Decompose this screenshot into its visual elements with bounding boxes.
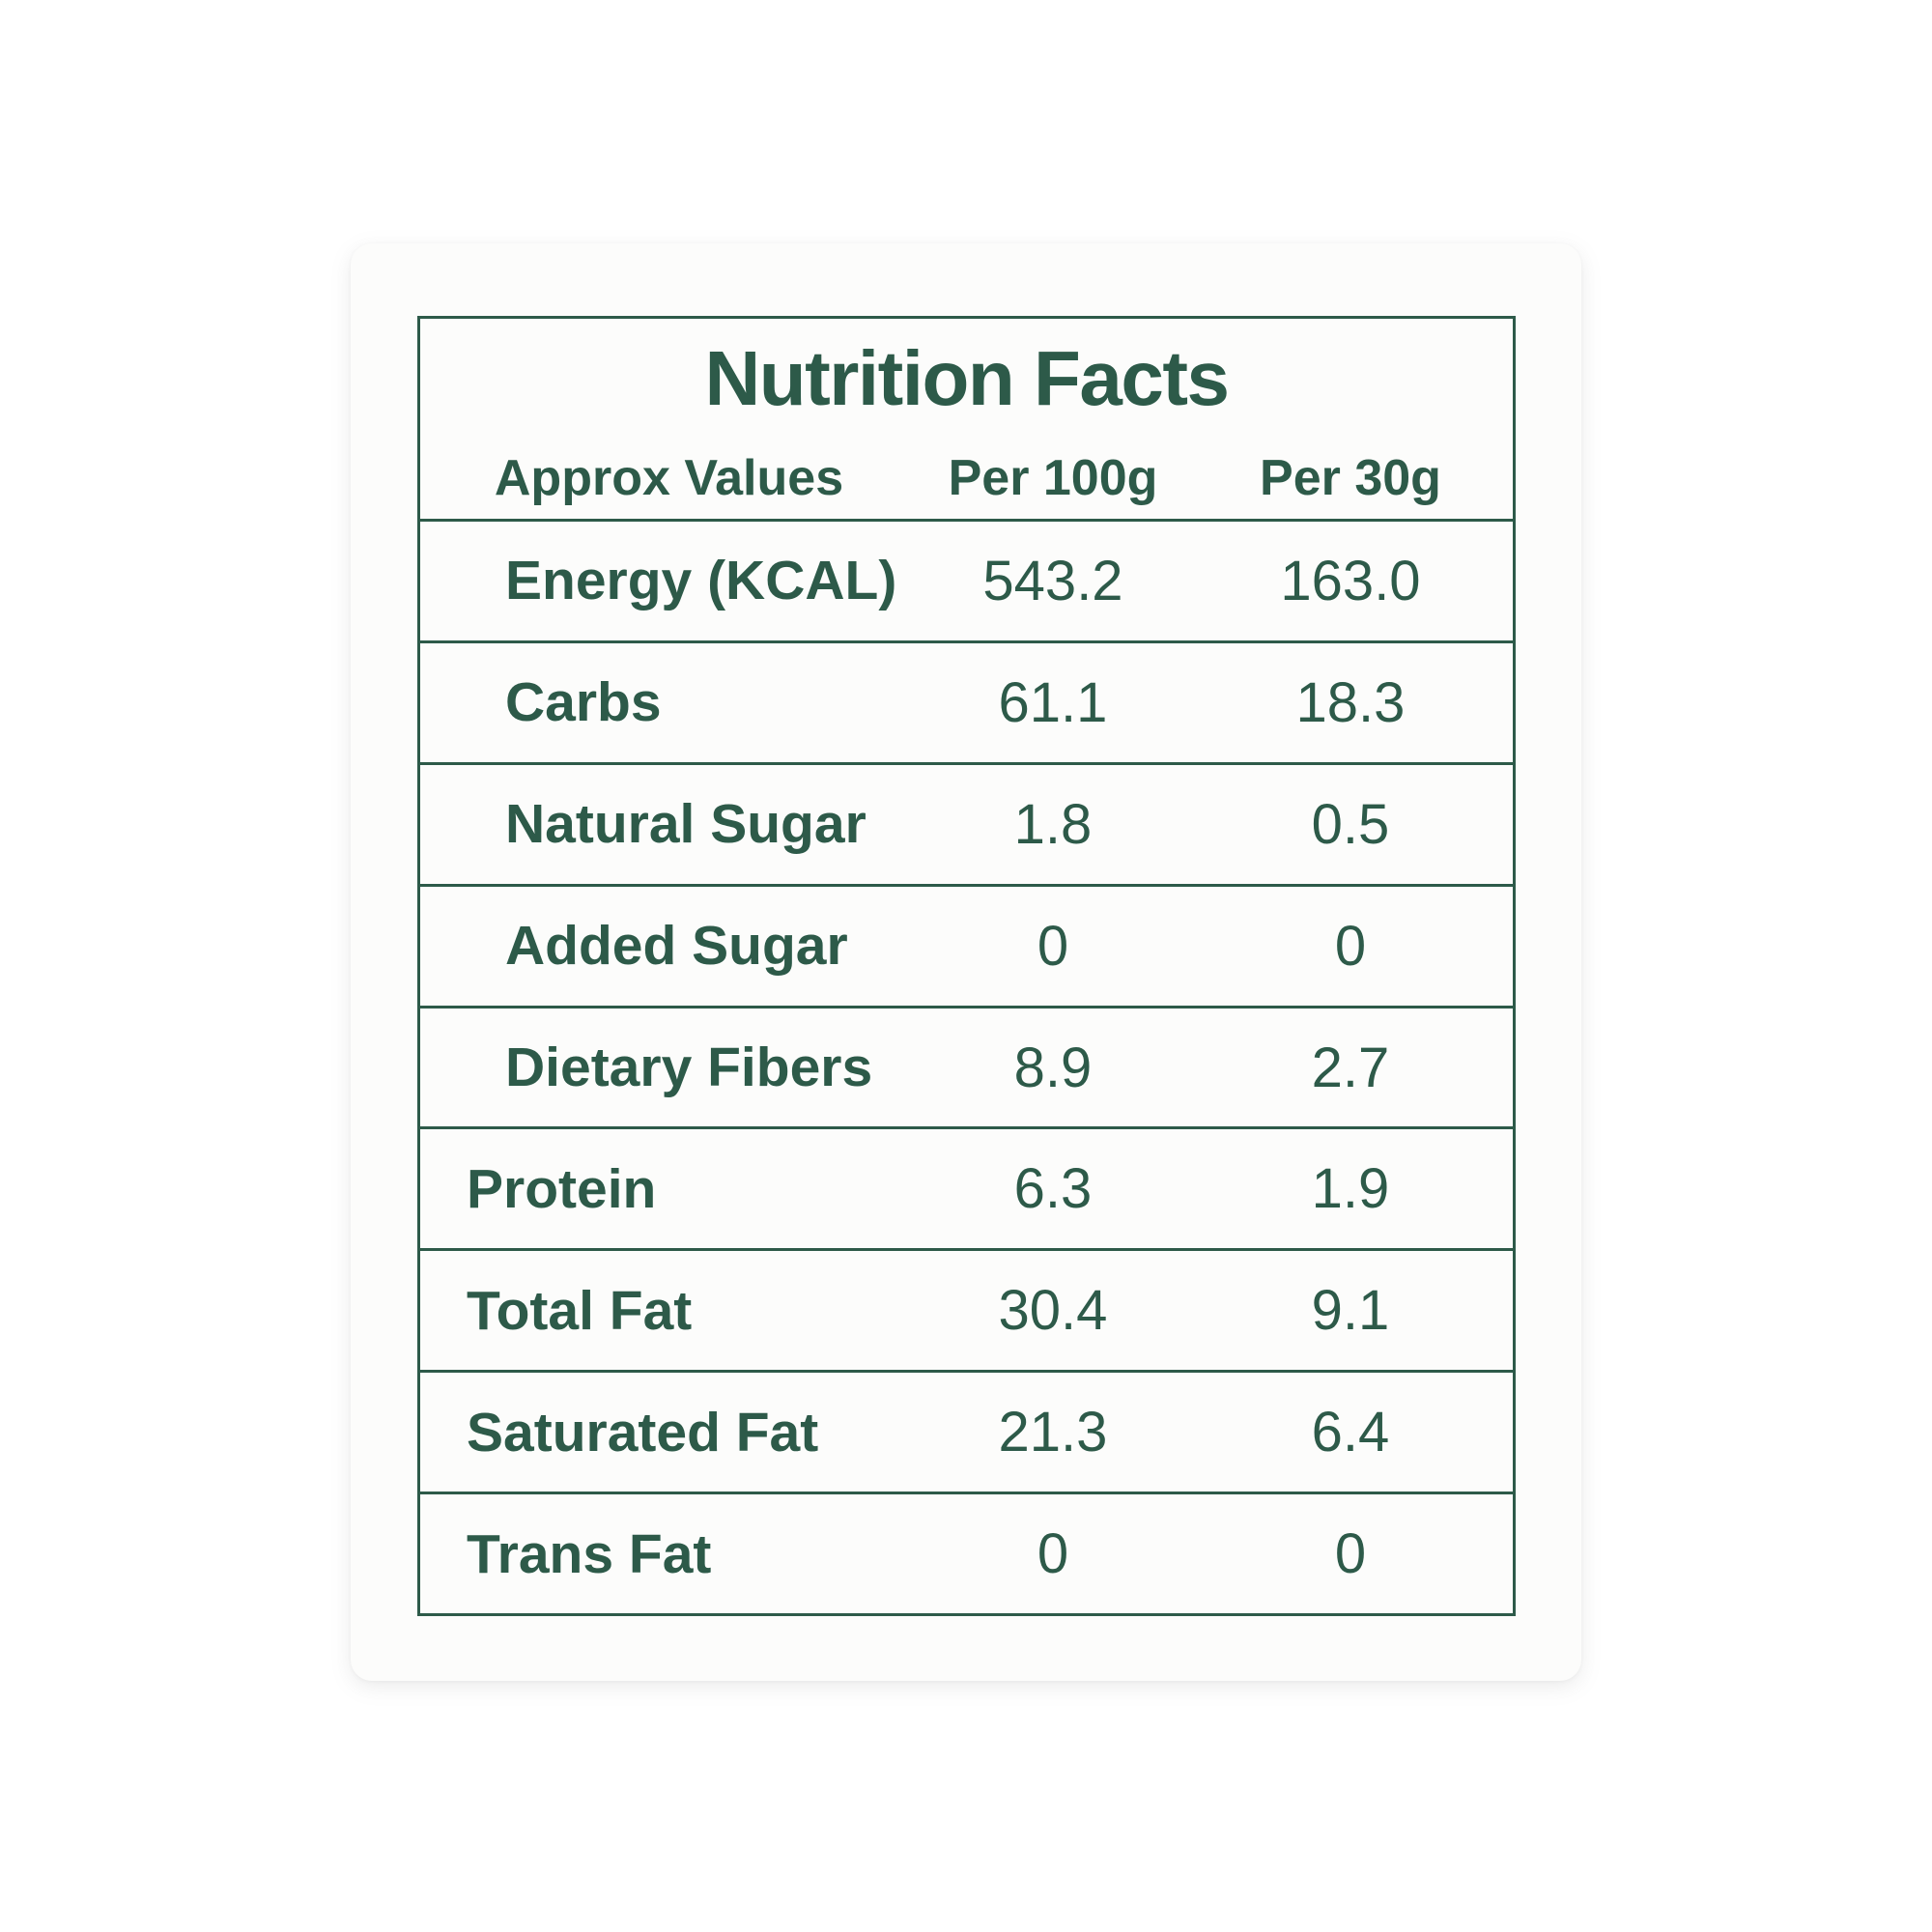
table-row: Saturated Fat 21.3 6.4: [420, 1370, 1513, 1492]
value-per-30g: 0: [1334, 914, 1367, 978]
table-row: Energy (KCAL) 543.2 163.0: [420, 519, 1513, 640]
value-per-100g: 543.2: [982, 549, 1123, 612]
value-per-100g: 61.1: [998, 670, 1108, 734]
value-per-30g: 163.0: [1280, 549, 1421, 612]
nutrient-label: Added Sugar: [505, 915, 848, 978]
value-per-100g: 0: [1037, 914, 1069, 978]
nutrient-label: Protein: [467, 1157, 657, 1220]
column-header-per-30g: Per 30g: [1260, 450, 1441, 506]
nutrient-label: Dietary Fibers: [505, 1037, 873, 1098]
table-row: Trans Fat 0 0: [420, 1492, 1513, 1613]
table-row: Protein 6.3 1.9: [420, 1126, 1513, 1248]
table-title: Nutrition Facts: [704, 335, 1230, 421]
value-per-100g: 1.8: [1013, 792, 1093, 856]
value-per-30g: 9.1: [1311, 1279, 1390, 1343]
nutrition-card: Nutrition Facts Approx Values Per 100g P…: [351, 243, 1581, 1681]
value-per-30g: 0: [1334, 1522, 1367, 1586]
value-per-100g: 0: [1037, 1522, 1069, 1586]
value-per-100g: 30.4: [998, 1279, 1108, 1343]
nutrient-label: Carbs: [505, 671, 662, 734]
column-header-approx-values: Approx Values: [494, 450, 844, 506]
table-row: Dietary Fibers 8.9 2.7: [420, 1005, 1513, 1127]
nutrient-label: Natural Sugar: [505, 793, 867, 856]
table-row: Added Sugar 0 0: [420, 883, 1513, 1006]
column-header-per-100g: Per 100g: [948, 450, 1158, 506]
nutrient-label: Saturated Fat: [467, 1401, 819, 1463]
value-per-30g: 18.3: [1295, 670, 1406, 734]
table-body: Energy (KCAL) 543.2 163.0 Carbs 61.1 18.…: [420, 519, 1513, 1613]
value-per-30g: 0.5: [1311, 792, 1390, 856]
table-row: Carbs 61.1 18.3: [420, 639, 1513, 762]
nutrition-table: Nutrition Facts Approx Values Per 100g P…: [417, 316, 1516, 1616]
value-per-30g: 6.4: [1311, 1401, 1390, 1464]
value-per-30g: 2.7: [1311, 1036, 1390, 1099]
table-row: Natural Sugar 1.8 0.5: [420, 761, 1513, 884]
table-header: Nutrition Facts Approx Values Per 100g P…: [420, 319, 1513, 519]
value-per-100g: 21.3: [998, 1401, 1108, 1464]
table-row: Total Fat 30.4 9.1: [420, 1248, 1513, 1370]
value-per-30g: 1.9: [1311, 1157, 1390, 1221]
nutrient-label: Energy (KCAL): [505, 550, 897, 612]
nutrient-label: Trans Fat: [467, 1522, 712, 1585]
nutrient-label: Total Fat: [467, 1279, 693, 1342]
value-per-100g: 8.9: [1013, 1036, 1093, 1099]
value-per-100g: 6.3: [1013, 1157, 1093, 1221]
column-headers: Approx Values Per 100g Per 30g: [420, 452, 1513, 504]
